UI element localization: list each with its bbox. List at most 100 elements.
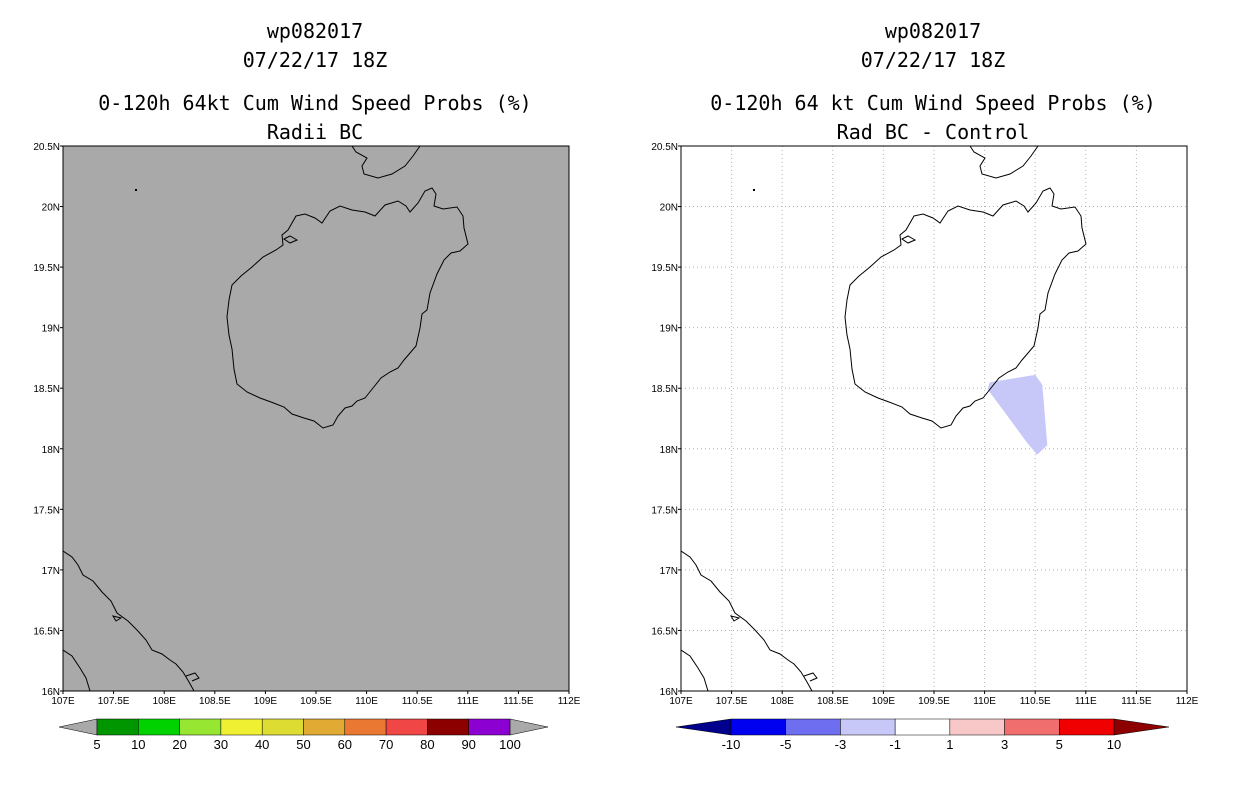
- left-storm-id: wp082017: [266, 19, 364, 43]
- left-chart-subtitle: Radii BC: [266, 120, 364, 144]
- left-vietnam-coast-south: [63, 649, 91, 691]
- left-small-island: [111, 615, 123, 622]
- left-xtick-label: 111.5E: [503, 696, 534, 707]
- right-colorbar-min-arrow: [675, 718, 732, 736]
- right-chart-title: 0-120h 64 kt Cum Wind Speed Probs (%): [710, 91, 1156, 115]
- right-xtick-label: 112E: [1176, 696, 1199, 707]
- right-diff-region: [987, 374, 1048, 455]
- right-coastlines: [681, 146, 1087, 691]
- right-colorbar: -10 -5 -3 -1 1 3 5 10: [675, 718, 1170, 752]
- left-ytick-label: 16N: [42, 687, 60, 698]
- left-colorbar: 5 10 20 30 40 50 60 70 80 90 100: [58, 718, 549, 752]
- right-xtick-label: 110.5E: [1020, 696, 1051, 707]
- right-ytick-label: 17.5N: [651, 505, 678, 516]
- right-xtick-label: 107.5E: [716, 696, 748, 707]
- left-xtick-label: 112E: [558, 696, 581, 707]
- right-colorbar-max-arrow: [1113, 718, 1170, 736]
- right-ytick-label: 18.5N: [651, 384, 678, 395]
- right-ytick-label: 19N: [660, 324, 678, 335]
- right-colorbar-swatch: [730, 718, 786, 736]
- left-colorbar-swatch: [179, 718, 222, 736]
- left-ytick-label: 18N: [42, 445, 60, 456]
- right-cape: [803, 672, 818, 682]
- right-xtick-label: 107E: [669, 696, 693, 707]
- right-colorbar-swatch: [785, 718, 841, 736]
- right-colorbar-label: -5: [780, 737, 792, 752]
- left-colorbar-label: 10: [131, 737, 145, 752]
- left-colorbar-swatch: [344, 718, 387, 736]
- right-ytick-label: 20.5N: [651, 142, 678, 153]
- left-colorbar-swatch: [303, 718, 346, 736]
- right-hainan-inlet: [901, 235, 917, 244]
- left-xtick-label: 108E: [153, 696, 177, 707]
- left-colorbar-label: 50: [296, 737, 310, 752]
- left-colorbar-label: 40: [255, 737, 269, 752]
- left-chart-title: 0-120h 64kt Cum Wind Speed Probs (%): [98, 91, 532, 115]
- left-colorbar-max-arrow: [509, 718, 549, 736]
- left-ytick-label: 20.5N: [33, 142, 60, 153]
- right-ytick-label: 16N: [660, 687, 678, 698]
- right-colorbar-swatch: [949, 718, 1005, 736]
- left-leizhou-coast: [351, 146, 421, 179]
- left-ytick-label: 17N: [42, 566, 60, 577]
- right-axis-ticks: 107E 107.5E 108E 108.5E 109E 109.5E 110E 110.5E…: [651, 142, 1198, 707]
- right-colorbar-label: 5: [1056, 737, 1063, 752]
- left-dot-island: [135, 189, 137, 191]
- right-vietnam-coast: [681, 550, 813, 691]
- right-datetime: 07/22/17 18Z: [860, 48, 1006, 72]
- left-xtick-label: 111E: [457, 696, 479, 707]
- left-colorbar-min-arrow: [58, 718, 98, 736]
- left-colorbar-label: 60: [338, 737, 352, 752]
- right-ytick-label: 16.5N: [651, 626, 678, 637]
- right-xtick-label: 109.5E: [918, 696, 950, 707]
- left-colorbar-label: 20: [172, 737, 186, 752]
- left-colorbar-swatch: [96, 718, 139, 736]
- left-hainan-coast: [226, 187, 469, 429]
- left-probability-field: [63, 146, 569, 691]
- right-colorbar-swatch: [894, 718, 951, 736]
- right-xtick-label: 111.5E: [1121, 696, 1152, 707]
- right-ytick-label: 20N: [660, 203, 678, 214]
- right-map: 107E 107.5E 108E 108.5E 109E 109.5E 110E 110.5E…: [651, 142, 1198, 752]
- left-xtick-label: 110E: [355, 696, 378, 707]
- right-vietnam-coast-south: [681, 649, 709, 691]
- right-ytick-label: 19.5N: [651, 263, 678, 274]
- right-colorbar-label: 10: [1107, 737, 1121, 752]
- right-leizhou-coast: [969, 146, 1039, 179]
- left-xtick-label: 107E: [51, 696, 75, 707]
- left-axis-ticks: 107E 107.5E 108E 108.5E 109E 109.5E 110E 110.5E…: [33, 142, 580, 707]
- right-colorbar-label: 1: [946, 737, 953, 752]
- left-map: 107E 107.5E 108E 108.5E 109E 109.5E 110E 110.5E…: [33, 142, 580, 752]
- left-ytick-label: 18.5N: [33, 384, 60, 395]
- right-colorbar-swatch: [840, 718, 896, 736]
- right-hainan-coast: [844, 187, 1087, 429]
- left-xtick-label: 109E: [254, 696, 278, 707]
- right-ytick-label: 18N: [660, 445, 678, 456]
- left-xtick-label: 108.5E: [199, 696, 231, 707]
- right-small-island: [729, 615, 741, 622]
- right-xtick-label: 109E: [872, 696, 896, 707]
- left-colorbar-swatch: [220, 718, 263, 736]
- right-chart-subtitle: Rad BC - Control: [836, 120, 1030, 144]
- right-xtick-label: 108.5E: [817, 696, 849, 707]
- left-colorbar-swatch: [385, 718, 428, 736]
- left-colorbar-label: 90: [461, 737, 475, 752]
- left-colorbar-label: 100: [499, 737, 521, 752]
- left-vietnam-coast: [63, 550, 195, 691]
- left-ytick-label: 17.5N: [33, 505, 60, 516]
- right-xtick-label: 108E: [771, 696, 795, 707]
- left-datetime: 07/22/17 18Z: [242, 48, 388, 72]
- left-colorbar-label: 30: [214, 737, 228, 752]
- left-ytick-label: 16.5N: [33, 626, 60, 637]
- left-xtick-label: 109.5E: [300, 696, 332, 707]
- left-xtick-label: 110.5E: [402, 696, 433, 707]
- right-dot-island: [753, 189, 755, 191]
- left-colorbar-swatch: [138, 718, 180, 736]
- left-colorbar-swatch: [468, 718, 511, 736]
- left-hainan-inlet: [283, 235, 299, 244]
- left-coastlines: [63, 146, 469, 691]
- left-colorbar-swatch: [427, 718, 469, 736]
- left-ytick-label: 19N: [42, 324, 60, 335]
- right-colorbar-label: -3: [835, 737, 847, 752]
- right-colorbar-swatch: [1059, 718, 1115, 736]
